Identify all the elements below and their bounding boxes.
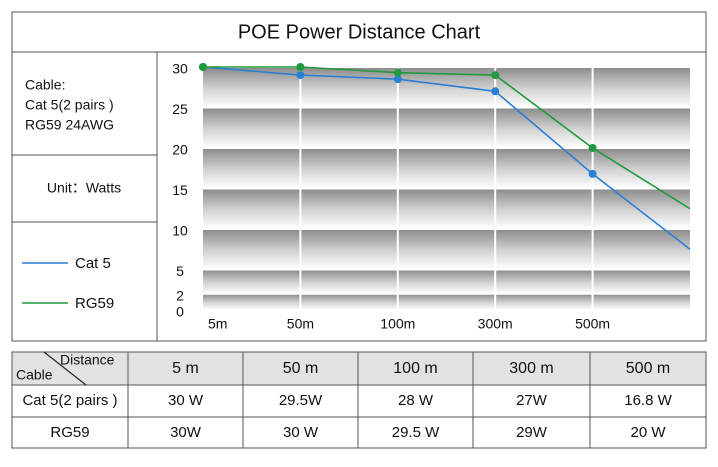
y-tick-label: 10 <box>172 223 188 239</box>
y-tick-label: 0 <box>176 304 184 320</box>
table-cell: 29W <box>516 424 548 441</box>
table-cell: 29.5W <box>279 392 323 409</box>
corner-row-header: Cable <box>16 367 53 383</box>
series-point <box>393 75 402 84</box>
y-tick-label: 15 <box>172 182 188 198</box>
x-tick-label: 50m <box>287 316 314 332</box>
note: RG59 24AWG <box>25 117 114 133</box>
table-cell: 28 W <box>398 392 434 409</box>
table-cell: 20 W <box>630 424 666 441</box>
table-cell: 30 W <box>168 392 204 409</box>
table-cell: 16.8 W <box>624 392 672 409</box>
x-tick-label: 500m <box>575 316 610 332</box>
plot-band <box>203 269 690 294</box>
note: Cable: <box>25 77 65 93</box>
series-line <box>203 66 691 210</box>
title-box <box>11 11 707 53</box>
plot-band <box>203 107 690 148</box>
plot-band <box>203 148 690 189</box>
y-tick-label: 2 <box>176 288 184 304</box>
corner-column-header: Distance <box>60 352 115 368</box>
series-point <box>393 68 402 77</box>
table-cell: 29.5 W <box>392 424 440 441</box>
series-point <box>296 63 305 71</box>
table-border <box>11 351 707 449</box>
table-cell: 30 W <box>283 424 319 441</box>
x-tick-label: 5m <box>208 316 227 332</box>
table-header-bg <box>12 352 706 385</box>
plot-band <box>203 229 690 270</box>
legend-label: RG59 <box>75 295 114 312</box>
column-header: 50 m <box>283 360 319 377</box>
series-point <box>491 71 500 80</box>
plot: 30 25 20 15 10 5 20 5m 50m 100m 300m 500m <box>172 61 691 332</box>
series-point <box>296 71 305 80</box>
chart-title: POE Power Distance Chart <box>238 21 481 43</box>
note: Cat 5(2 pairs ) <box>25 97 114 113</box>
plot-band <box>203 293 690 310</box>
series-point <box>491 87 500 96</box>
y-tick-label: 30 <box>172 61 188 77</box>
corner-diagonal <box>43 351 87 386</box>
y-tick-label: 5 <box>176 263 184 279</box>
table: Distance Cable 5 m 50 m 100 m 300 m 500 m Cat… <box>11 351 707 449</box>
unit-label: Unit：Watts <box>47 180 121 196</box>
column-header: 300 m <box>509 360 553 377</box>
series-point <box>199 63 207 71</box>
legend-label: Cat 5 <box>75 255 111 272</box>
row-header: Cat 5(2 pairs ) <box>22 392 117 409</box>
table-cell: 30W <box>170 424 202 441</box>
x-tick-label: 300m <box>478 316 513 332</box>
x-tick-label: 100m <box>380 316 415 332</box>
y-tick-label: 20 <box>172 142 188 158</box>
column-header: 5 m <box>172 360 199 377</box>
series-point <box>588 169 597 178</box>
series-line <box>202 66 691 250</box>
row-header: RG59 <box>50 424 89 441</box>
plot-band <box>203 188 690 229</box>
column-header: 100 m <box>393 360 437 377</box>
y-tick-label: 25 <box>172 101 188 117</box>
table-cell: 27W <box>516 392 548 409</box>
series-point <box>588 144 597 152</box>
column-header: 500 m <box>626 360 670 377</box>
